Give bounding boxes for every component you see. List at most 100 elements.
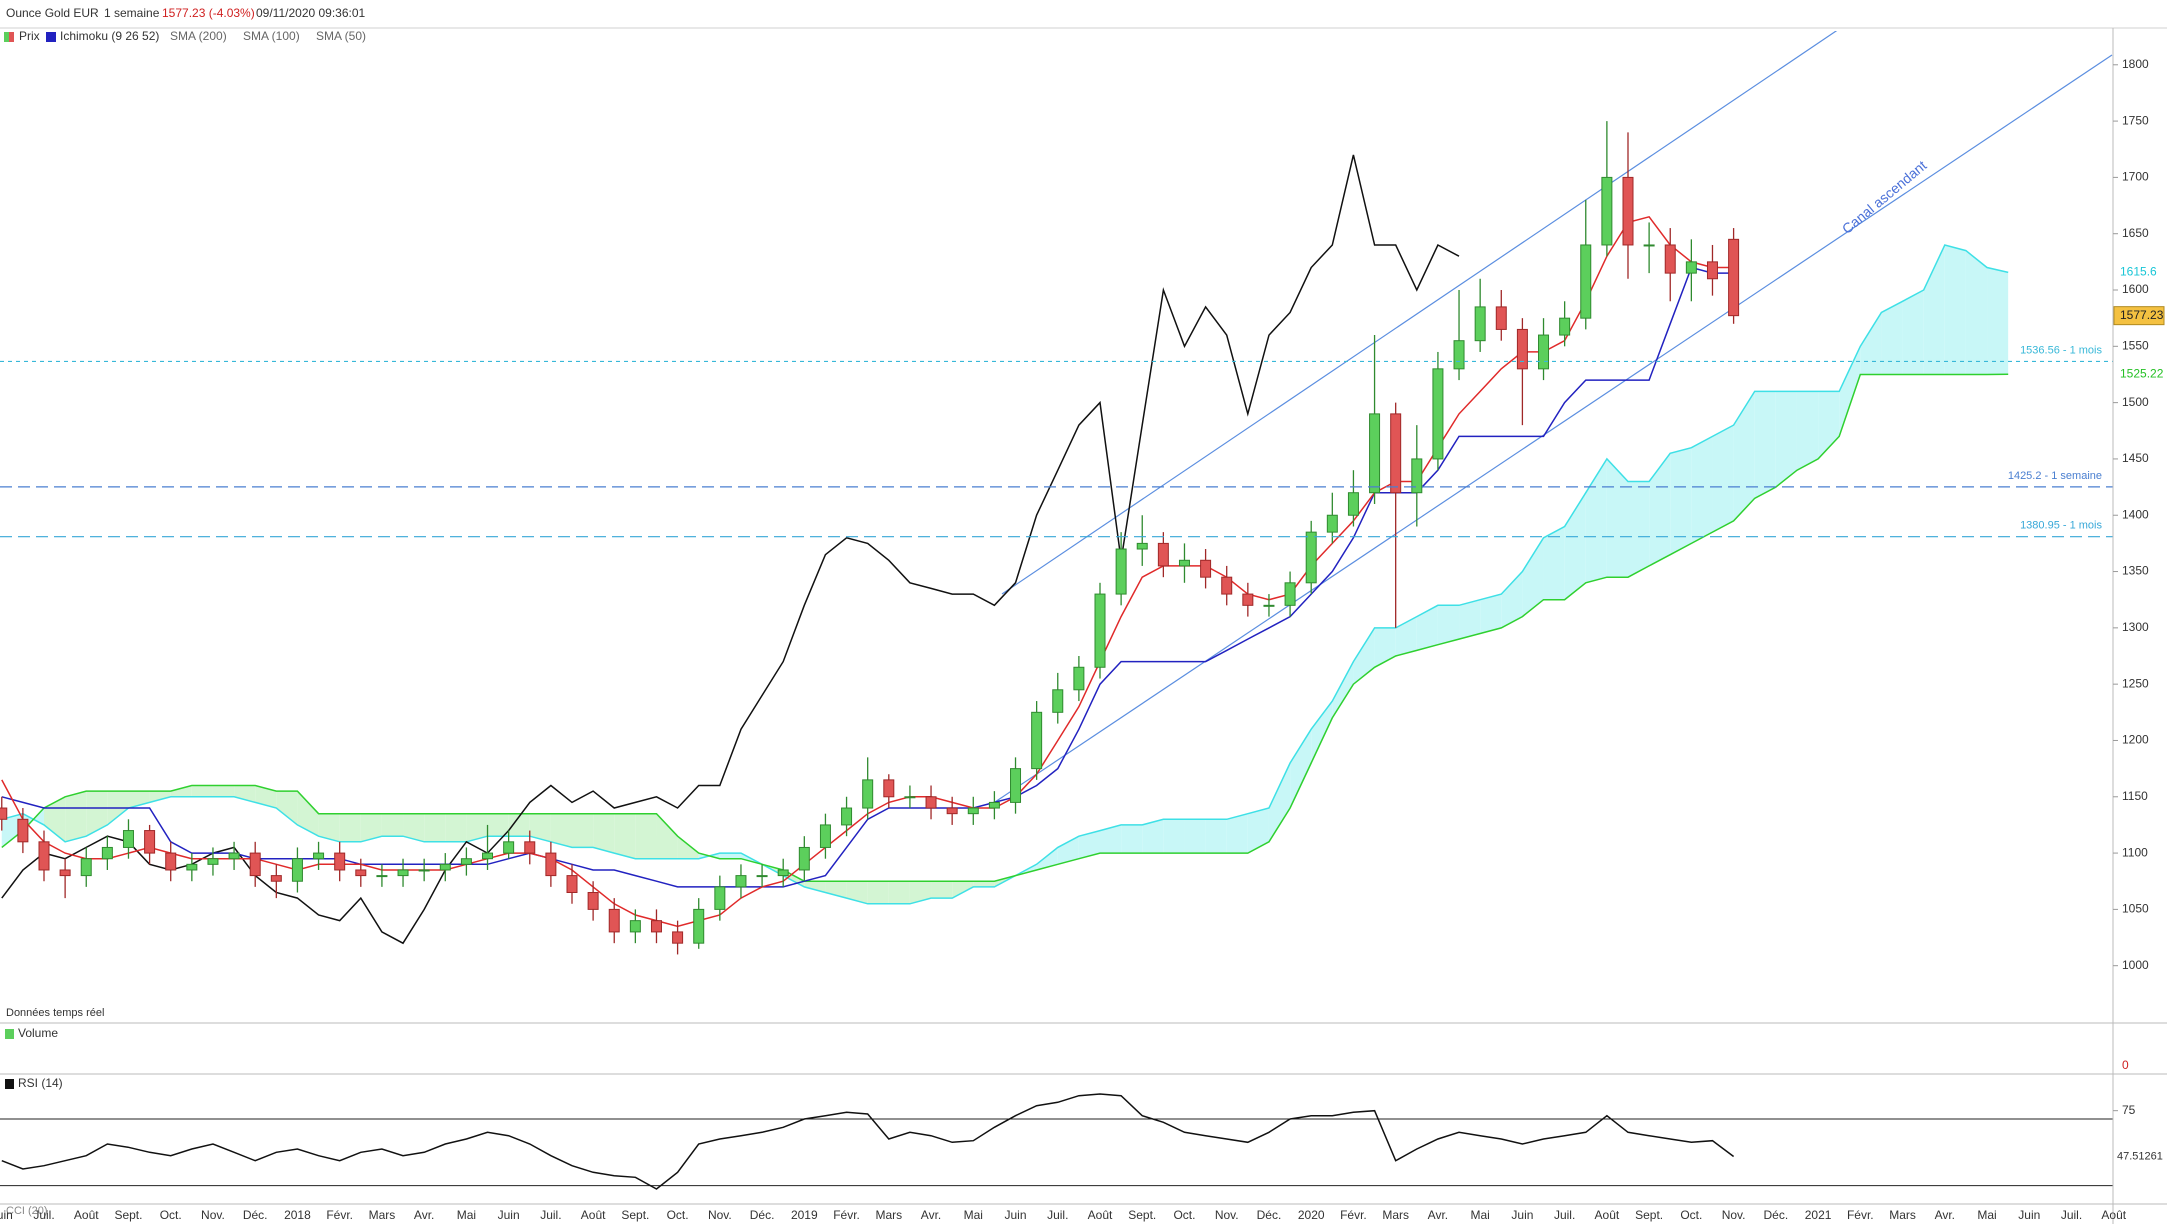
x-tick-label: Févr.	[1847, 1208, 1874, 1222]
x-tick-label: Mars	[1382, 1208, 1409, 1222]
cloud	[424, 813, 446, 842]
cloud	[445, 813, 467, 842]
candle-body	[650, 920, 662, 933]
x-tick-label: 2020	[1298, 1208, 1325, 1222]
x-tick-label: Août	[581, 1208, 606, 1222]
y-tick-label: 1000	[2122, 958, 2149, 972]
cloud	[1649, 453, 1671, 566]
candle-body	[587, 891, 599, 910]
cci-title: CCI (20)	[6, 1205, 48, 1217]
x-tick-label: Oct.	[160, 1208, 182, 1222]
candle-body	[1010, 768, 1022, 803]
candle-body	[1073, 666, 1085, 691]
candle-body	[144, 830, 156, 854]
cloud	[1100, 824, 1122, 854]
candle-body	[819, 824, 831, 848]
x-tick-label: Août	[1088, 1208, 1113, 1222]
cloud	[529, 813, 551, 842]
cloud	[1311, 701, 1333, 763]
x-tick-label: Févr.	[833, 1208, 860, 1222]
x-tick-label: Sept.	[1635, 1208, 1663, 1222]
cloud	[1163, 819, 1185, 854]
cloud	[1247, 808, 1269, 854]
x-tick-label: Juil.	[1047, 1208, 1068, 1222]
y-tick-label: 1100	[2122, 845, 2148, 859]
candle-body	[883, 779, 895, 798]
cloud	[593, 813, 615, 854]
y-tick-label: 1650	[2122, 226, 2149, 240]
y-tick-label: 1200	[2122, 733, 2149, 747]
candle-body	[1643, 244, 1655, 247]
cloud	[403, 813, 425, 842]
cloud	[1184, 819, 1206, 854]
cloud	[191, 785, 213, 797]
candle-body	[1664, 244, 1676, 274]
y-tick-label: 1350	[2122, 564, 2149, 578]
cloud	[867, 881, 889, 904]
kijun-line	[1, 266, 1734, 888]
x-tick-label: Févr.	[1340, 1208, 1367, 1222]
candle-body	[1221, 576, 1233, 595]
cloud	[1057, 836, 1079, 865]
candle-body	[777, 869, 789, 877]
candle-body	[545, 852, 557, 877]
cloud	[1775, 391, 1797, 488]
cloud	[698, 853, 720, 859]
candle-body	[249, 852, 261, 877]
volume-tick-label: 0	[2122, 1058, 2129, 1072]
cloud	[1944, 244, 1966, 375]
cloud	[1965, 250, 1988, 375]
cloud	[1754, 391, 1776, 499]
cloud	[381, 813, 404, 837]
x-tick-label: Mars	[369, 1208, 396, 1222]
cloud	[846, 881, 868, 904]
cloud	[255, 785, 277, 809]
x-tick-label: Sept.	[621, 1208, 649, 1222]
candle-body	[1305, 531, 1317, 584]
candle-body	[1706, 261, 1718, 280]
candle-body	[1242, 593, 1254, 606]
candle-body	[460, 858, 472, 865]
cloud	[86, 791, 108, 837]
candle-body	[1326, 514, 1338, 533]
candle-body	[988, 801, 1000, 809]
candle-body	[967, 807, 979, 815]
candle-body	[714, 886, 726, 910]
x-tick-label: Juil.	[1554, 1208, 1575, 1222]
x-tick-label: Avr.	[1428, 1208, 1448, 1222]
change: 1577.23 (-4.03%)	[162, 6, 255, 20]
candle-body	[693, 908, 705, 944]
cloud	[719, 853, 741, 859]
candle-body	[122, 830, 134, 848]
candle-body	[946, 807, 958, 815]
x-tick-label: Mai	[964, 1208, 983, 1222]
cloud	[466, 813, 488, 842]
cloud	[1987, 267, 2009, 375]
legend-icon	[46, 32, 56, 42]
rsi-title: RSI (14)	[18, 1076, 63, 1090]
level-label: 1380.95 - 1 mois	[2020, 520, 2102, 532]
cloud	[212, 785, 235, 797]
cloud	[1332, 661, 1354, 718]
candle-body	[80, 858, 92, 877]
price-tag-box	[2113, 306, 2165, 326]
x-tick-label: Nov.	[1215, 1208, 1239, 1222]
cloud	[1142, 819, 1164, 854]
x-tick-label: 2021	[1805, 1208, 1832, 1222]
candle-body	[207, 858, 219, 865]
cloud	[1459, 599, 1481, 640]
candle-body	[524, 841, 536, 854]
cloud	[1522, 537, 1544, 617]
candle-body	[38, 841, 50, 871]
cloud	[1501, 571, 1523, 628]
x-tick-label: 2019	[791, 1208, 818, 1222]
rsi-tick-label: 75	[2122, 1103, 2136, 1117]
x-tick-label: Août	[2101, 1208, 2126, 1222]
candle-body	[1178, 559, 1190, 567]
cloud	[1902, 290, 1924, 375]
cloud	[1480, 594, 1502, 634]
cloud	[1923, 244, 1945, 375]
x-tick-label: Déc.	[243, 1208, 268, 1222]
candle-body	[0, 807, 8, 820]
cloud	[170, 785, 192, 797]
